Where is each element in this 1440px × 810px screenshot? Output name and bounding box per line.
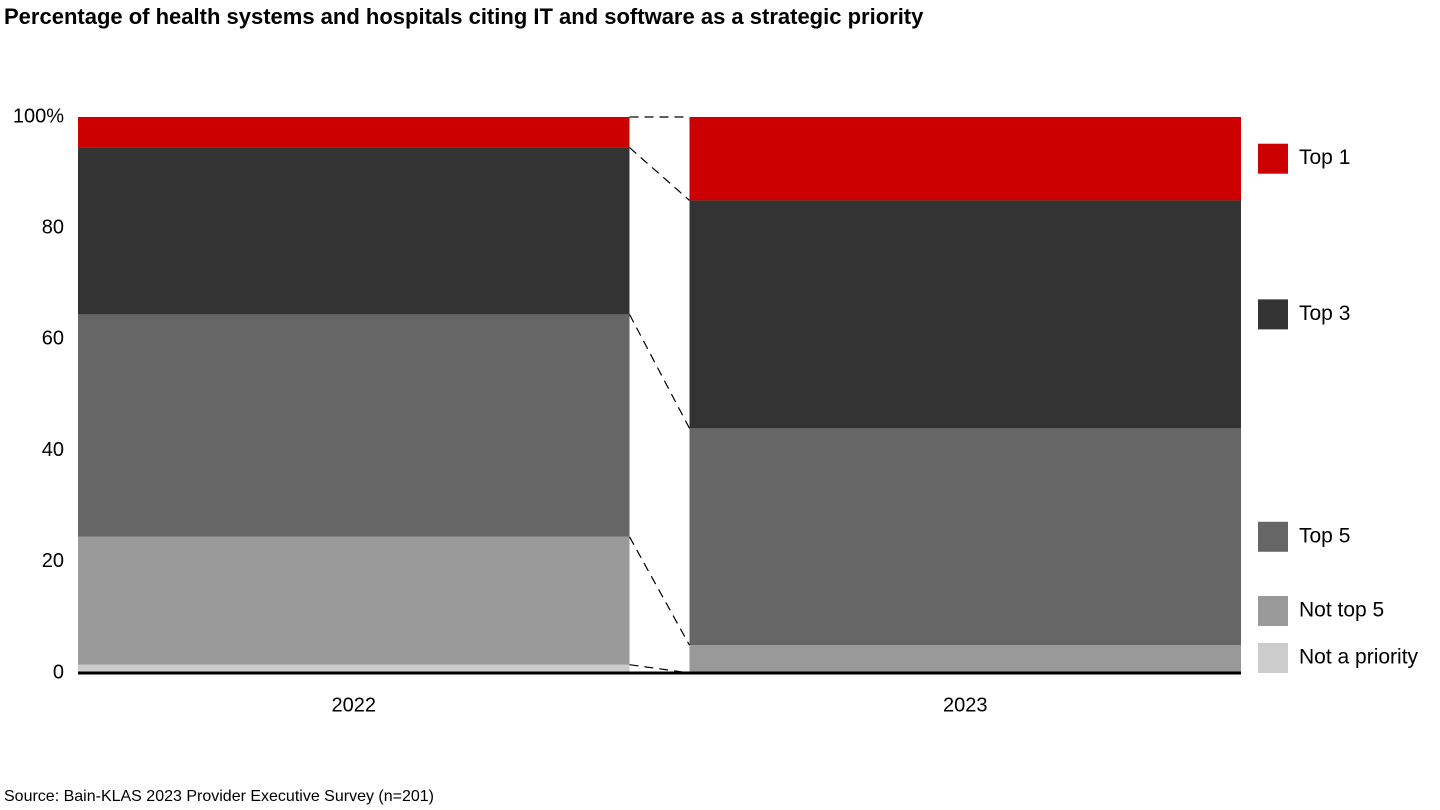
connector-line [628, 536, 691, 646]
y-tick-label: 0 [53, 661, 64, 683]
bar-segment [689, 645, 1241, 673]
legend-swatch [1258, 596, 1288, 626]
legend-swatch [1258, 521, 1288, 552]
legend-label: Not top 5 [1299, 599, 1384, 622]
bar-segment [78, 147, 630, 315]
legend-label: Top 1 [1299, 146, 1350, 169]
chart-title: Percentage of health systems and hospita… [4, 4, 924, 29]
connector-line [629, 147, 690, 201]
bar-segment [78, 536, 630, 665]
legend-label: Not a priority [1299, 646, 1419, 669]
x-tick-label: 2023 [943, 694, 988, 716]
legend-label: Top 5 [1299, 524, 1350, 547]
legend-swatch [1258, 299, 1288, 330]
bar-segment [78, 314, 630, 537]
y-tick-label: 40 [42, 439, 64, 461]
legend-swatch [1258, 143, 1288, 174]
bar-segment [78, 117, 630, 148]
legend-swatch [1258, 643, 1288, 673]
y-tick-label: 60 [42, 328, 64, 350]
y-tick-label: 20 [42, 550, 64, 572]
y-tick-label: 100% [13, 105, 64, 127]
bar-segment [78, 664, 630, 673]
legend-label: Top 3 [1299, 302, 1350, 325]
y-tick-label: 80 [42, 216, 64, 238]
bar-segment [689, 117, 1241, 201]
bar-segment [689, 200, 1241, 429]
x-tick-label: 2022 [332, 694, 377, 716]
bar-segment [689, 428, 1241, 646]
connector-line [628, 314, 691, 429]
source-note: Source: Bain-KLAS 2023 Provider Executiv… [4, 788, 434, 805]
